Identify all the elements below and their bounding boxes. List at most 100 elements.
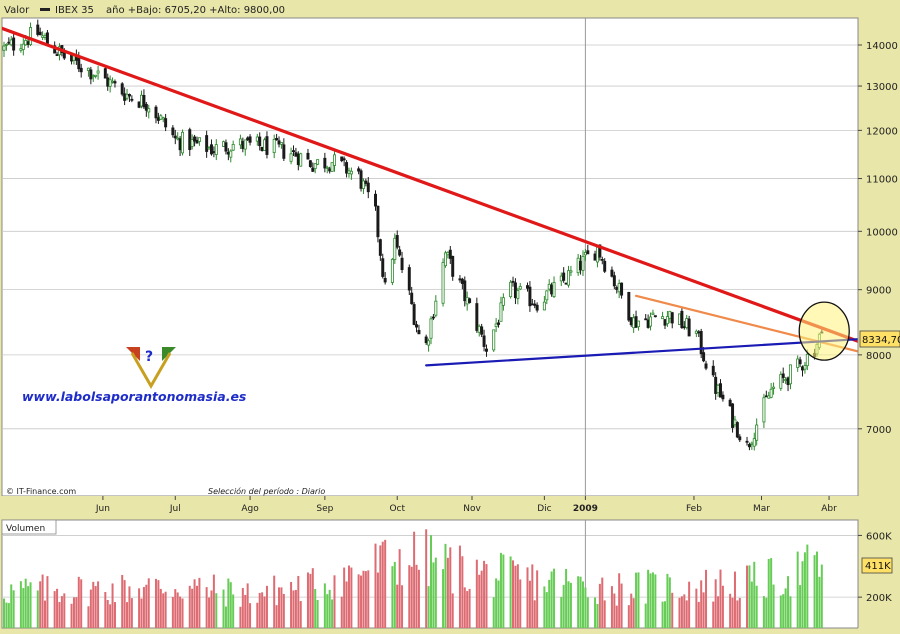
candle-body <box>349 170 353 175</box>
candle-body <box>398 249 402 256</box>
candle-body <box>576 257 580 274</box>
volume-bar <box>261 592 264 628</box>
volume-axis-ticks: 200K 600K <box>858 531 892 604</box>
volume-bar <box>784 588 787 628</box>
volume-bar <box>323 583 326 628</box>
candle-body <box>123 93 127 101</box>
volume-bar <box>215 593 218 628</box>
candle-body <box>663 319 667 326</box>
volume-bar <box>553 568 556 628</box>
date-tick-label: Ago <box>241 504 259 514</box>
volume-bar <box>618 573 621 628</box>
candle-body <box>173 135 177 139</box>
volume-bar <box>719 569 722 628</box>
volume-bar <box>398 549 401 628</box>
candle-body <box>231 144 235 151</box>
volume-bar <box>24 578 27 628</box>
candle-body <box>636 320 640 328</box>
candle-body <box>499 302 503 322</box>
candle-body <box>702 352 706 362</box>
candle-body <box>528 286 532 307</box>
volume-bar <box>700 580 703 628</box>
volume-bar <box>282 593 285 628</box>
volume-bar <box>128 586 131 628</box>
volume-bar <box>222 589 225 628</box>
candle-body <box>340 156 344 162</box>
volume-bar <box>292 590 295 628</box>
candle-body <box>533 303 537 306</box>
date-axis-ticks: Jun Jul Ago Sep Oct Nov Dic 2009 Feb Mar Abr <box>95 496 837 514</box>
volume-bar <box>765 597 768 628</box>
volume-bar <box>425 529 428 628</box>
candle-body <box>205 135 209 152</box>
candle-body <box>781 373 785 379</box>
series-legend-label: IBEX 35 <box>55 5 94 16</box>
volume-bar <box>779 595 782 628</box>
volume-bar <box>290 581 293 628</box>
volume-bar <box>654 574 657 628</box>
candle-body <box>381 258 385 277</box>
candle-body <box>494 323 498 327</box>
volume-bar <box>87 606 90 628</box>
candle-body <box>209 144 213 155</box>
candle-body <box>181 131 185 154</box>
candle-body <box>258 136 262 147</box>
candle-body <box>94 74 98 77</box>
price-axis-panel <box>858 18 900 496</box>
candle-body <box>564 282 568 285</box>
candle-body <box>728 399 732 407</box>
main-gridlines <box>2 44 858 430</box>
candle-body <box>583 252 587 256</box>
candle-body <box>127 94 131 97</box>
candle-body <box>429 318 433 339</box>
volume-bar <box>432 562 435 628</box>
volume-axis-panel <box>858 520 900 630</box>
candle-body <box>716 384 720 393</box>
candle-body <box>803 365 807 370</box>
candle-body <box>96 70 100 74</box>
volume-bar <box>130 598 133 628</box>
volume-bar <box>748 565 751 628</box>
candle-body <box>21 43 25 50</box>
volume-bar <box>579 576 582 628</box>
candle-body <box>497 322 501 325</box>
volume-bar <box>415 564 418 628</box>
volume-bar <box>717 596 720 628</box>
candle-body <box>477 325 481 333</box>
volume-bar <box>381 541 384 628</box>
logo-question-mark: ? <box>145 349 153 365</box>
volume-bar <box>430 535 432 628</box>
volume-bar <box>273 575 276 628</box>
volume-bar <box>668 577 671 628</box>
candle-body <box>342 158 346 161</box>
volume-bar <box>801 561 804 628</box>
candle-body <box>229 150 233 158</box>
volume-bar <box>417 569 420 628</box>
candle-body <box>12 37 16 51</box>
volume-bar <box>41 574 44 628</box>
candle-body <box>682 326 686 329</box>
candle-body <box>620 282 624 296</box>
candle-body <box>330 162 334 172</box>
candle-body <box>62 52 66 59</box>
volume-bar <box>820 564 823 628</box>
volume-bar <box>451 593 454 628</box>
volume-bar <box>232 594 235 628</box>
volume-bar <box>799 585 802 628</box>
volume-bar <box>577 576 580 628</box>
volume-bar <box>374 543 377 628</box>
volume-bar <box>586 597 589 628</box>
volume-bar <box>396 584 399 628</box>
candle-body <box>393 237 397 260</box>
volume-bar <box>644 603 647 628</box>
candle-body <box>390 258 394 283</box>
candle-body <box>376 205 380 238</box>
volume-bar <box>497 580 500 628</box>
candle-body <box>735 422 739 438</box>
candle-body <box>400 257 404 271</box>
candle-body <box>156 117 160 121</box>
price-tick-label: 9000 <box>866 286 891 297</box>
volume-bar <box>181 598 184 628</box>
volume-bar <box>526 567 529 628</box>
